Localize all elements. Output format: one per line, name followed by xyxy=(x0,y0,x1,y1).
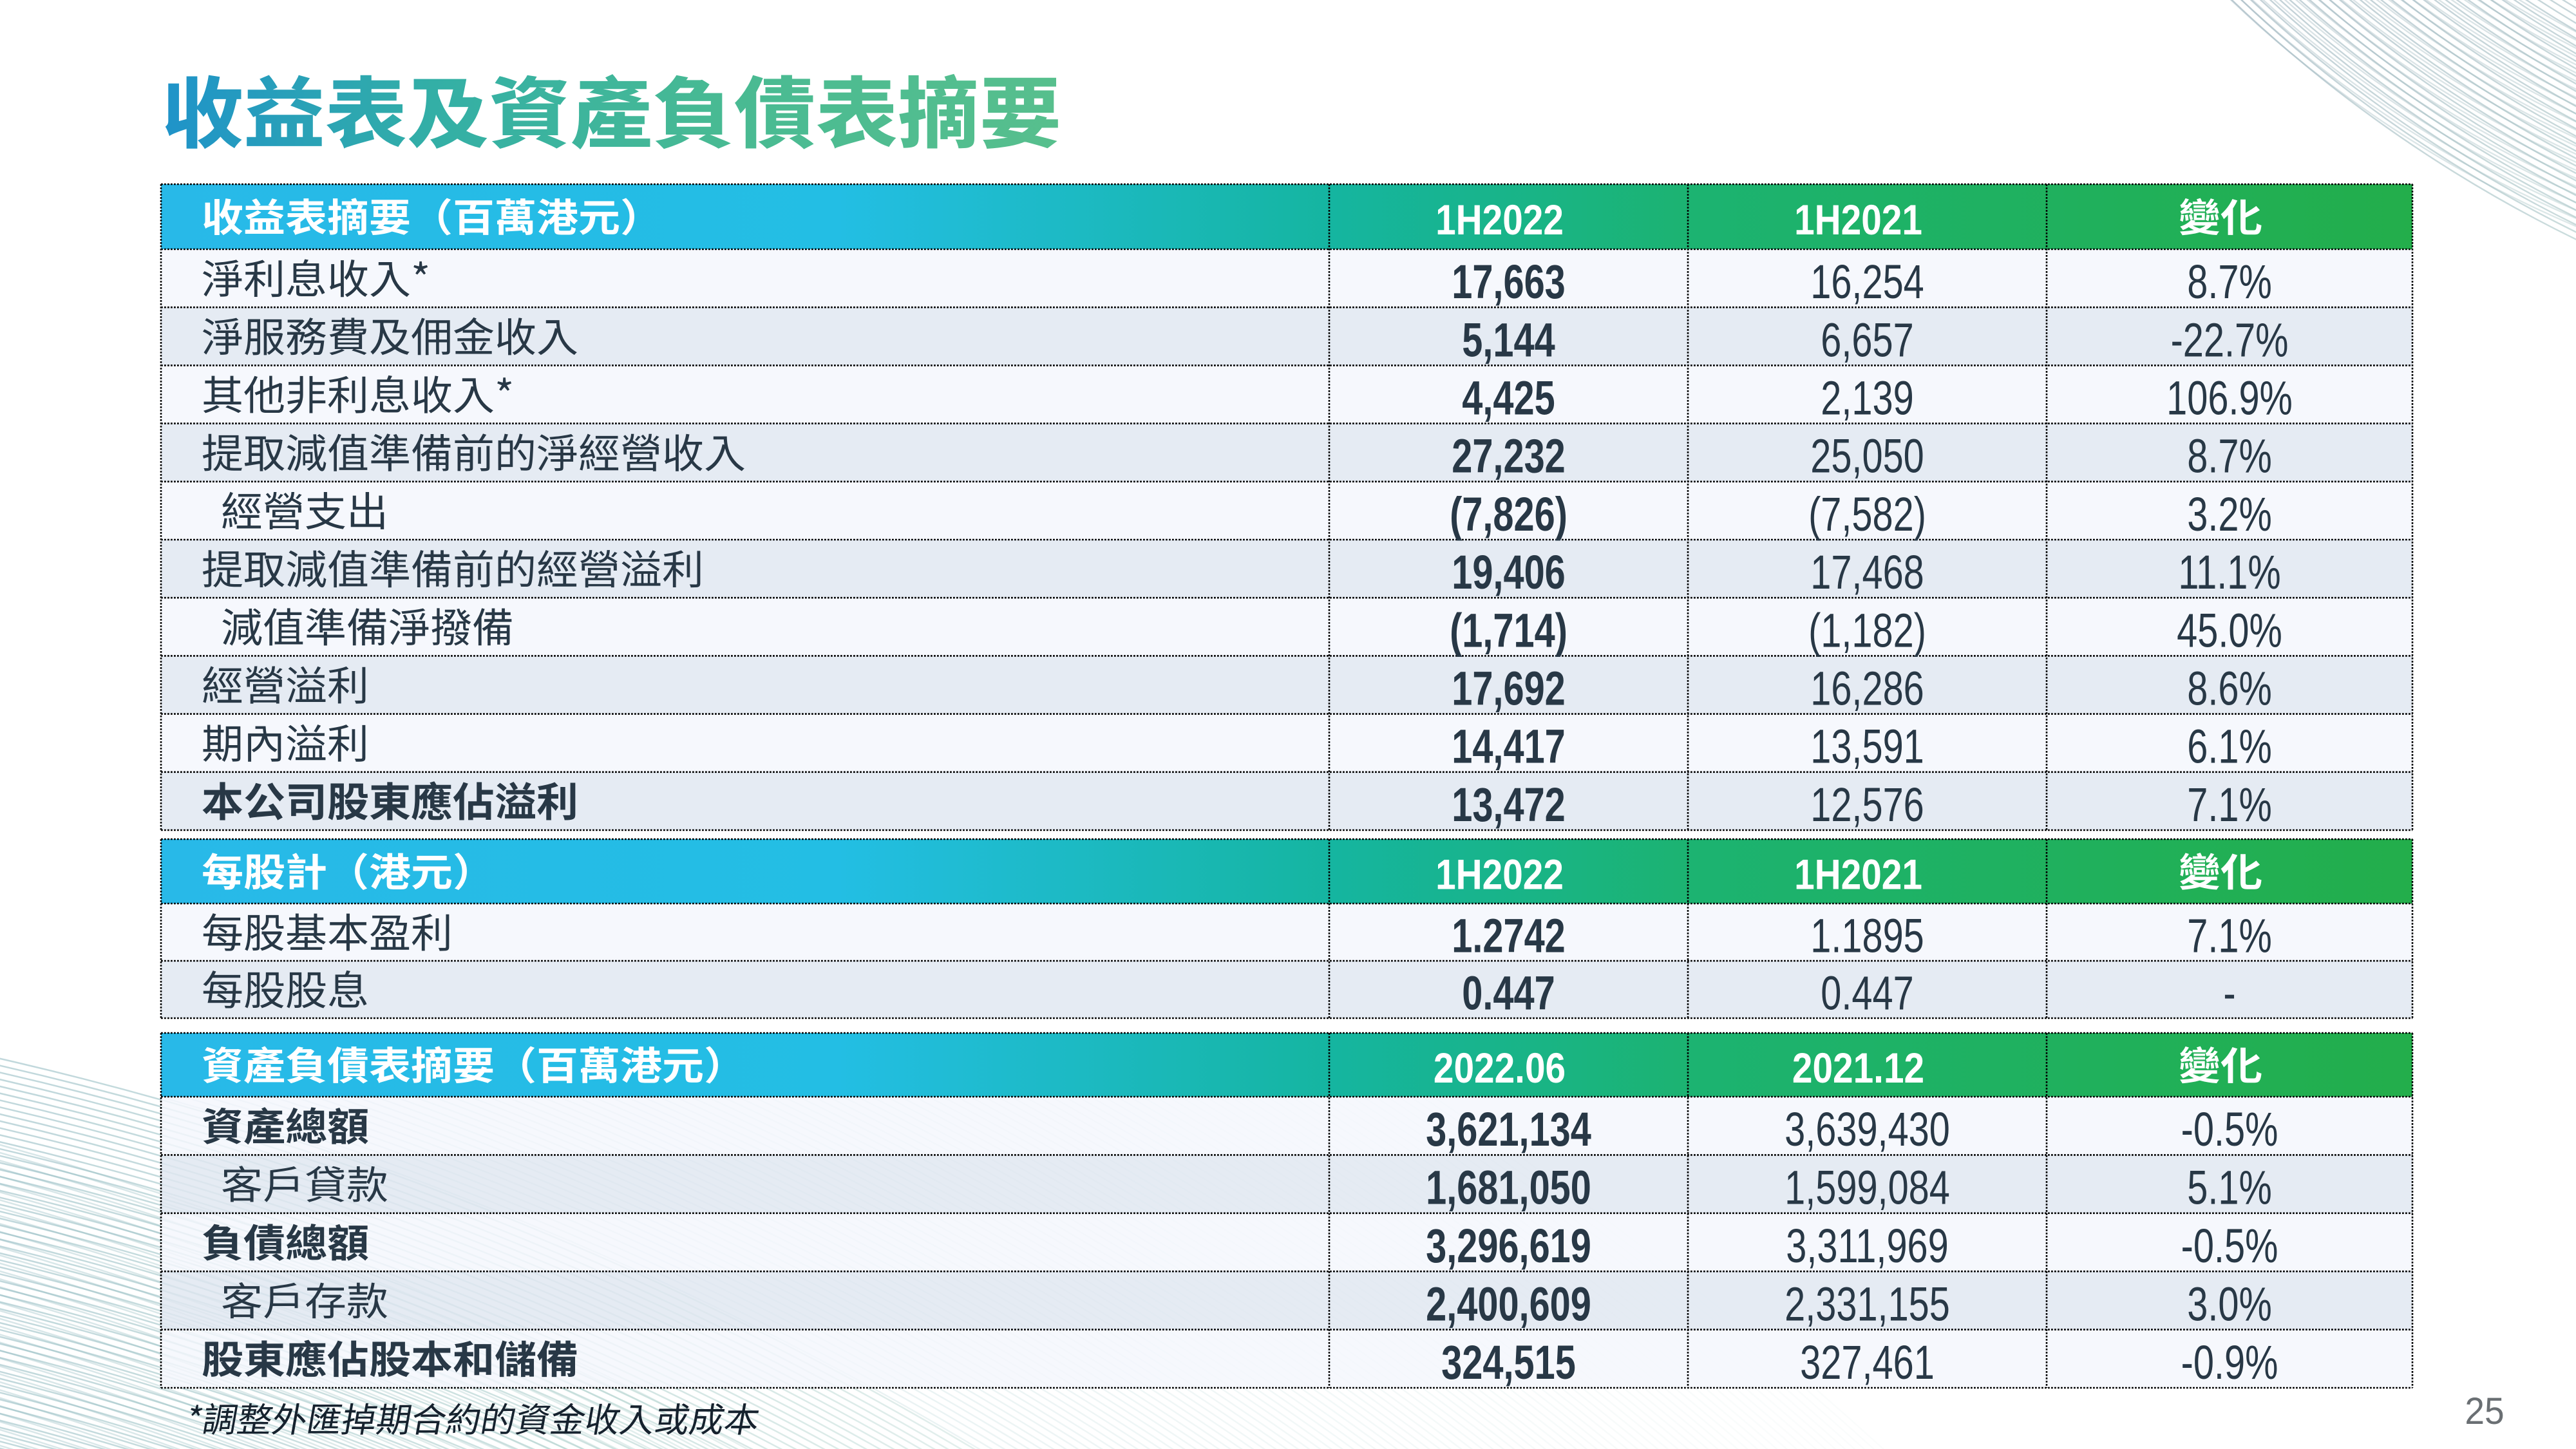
svg-text:3.0%: 3.0% xyxy=(2187,1278,2272,1332)
svg-text:327,461: 327,461 xyxy=(1800,1336,1935,1390)
svg-text:27,232: 27,232 xyxy=(1452,430,1566,484)
svg-text:1.2742: 1.2742 xyxy=(1452,910,1566,963)
svg-text:7.1%: 7.1% xyxy=(2187,779,2272,832)
svg-text:6,657: 6,657 xyxy=(1821,314,1913,368)
svg-text:324,515: 324,515 xyxy=(1441,1336,1576,1390)
svg-text:0.447: 0.447 xyxy=(1462,967,1555,1021)
svg-text:3,639,430: 3,639,430 xyxy=(1785,1103,1950,1157)
svg-text:1H2022: 1H2022 xyxy=(1435,851,1564,899)
svg-text:2,139: 2,139 xyxy=(1821,372,1913,426)
svg-text:17,663: 17,663 xyxy=(1452,256,1566,309)
svg-text:-0.5%: -0.5% xyxy=(2181,1103,2278,1157)
svg-text:1H2021: 1H2021 xyxy=(1794,851,1922,899)
svg-text:3,296,619: 3,296,619 xyxy=(1426,1220,1591,1273)
svg-text:(1,714): (1,714) xyxy=(1450,605,1567,658)
svg-text:1,599,084: 1,599,084 xyxy=(1785,1162,1950,1215)
svg-text:19,406: 19,406 xyxy=(1452,546,1566,600)
svg-text:25: 25 xyxy=(2465,1390,2504,1432)
svg-text:25,050: 25,050 xyxy=(1810,430,1924,484)
svg-text:17,468: 17,468 xyxy=(1810,546,1924,600)
svg-text:12,576: 12,576 xyxy=(1810,779,1924,832)
svg-text:16,254: 16,254 xyxy=(1810,256,1924,309)
svg-text:106.9%: 106.9% xyxy=(2166,372,2293,426)
svg-text:(7,826): (7,826) xyxy=(1450,488,1567,542)
svg-text:3,621,134: 3,621,134 xyxy=(1426,1103,1591,1157)
svg-text:2022.06: 2022.06 xyxy=(1434,1045,1566,1092)
svg-text:14,417: 14,417 xyxy=(1452,721,1566,774)
svg-text:7.1%: 7.1% xyxy=(2187,910,2272,963)
svg-text:17,692: 17,692 xyxy=(1452,663,1566,716)
svg-text:16,286: 16,286 xyxy=(1810,663,1924,716)
svg-text:5,144: 5,144 xyxy=(1462,314,1555,368)
svg-text:2021.12: 2021.12 xyxy=(1792,1045,1924,1092)
svg-text:0.447: 0.447 xyxy=(1821,967,1913,1021)
svg-text:11.1%: 11.1% xyxy=(2178,546,2280,600)
svg-text:45.0%: 45.0% xyxy=(2177,605,2282,658)
svg-text:2,331,155: 2,331,155 xyxy=(1785,1278,1950,1332)
svg-text:8.6%: 8.6% xyxy=(2187,663,2272,716)
svg-text:3.2%: 3.2% xyxy=(2187,488,2272,542)
svg-text:13,591: 13,591 xyxy=(1810,721,1924,774)
svg-text:(1,182): (1,182) xyxy=(1808,605,1926,658)
svg-text:-: - xyxy=(2223,967,2235,1021)
svg-text:2,400,609: 2,400,609 xyxy=(1426,1278,1591,1332)
svg-text:1H2022: 1H2022 xyxy=(1435,196,1564,244)
svg-text:1H2021: 1H2021 xyxy=(1794,196,1922,244)
svg-text:-0.9%: -0.9% xyxy=(2181,1336,2278,1390)
svg-text:-22.7%: -22.7% xyxy=(2171,314,2289,368)
svg-text:(7,582): (7,582) xyxy=(1808,488,1926,542)
svg-text:-0.5%: -0.5% xyxy=(2181,1220,2278,1273)
svg-text:5.1%: 5.1% xyxy=(2187,1162,2272,1215)
svg-text:3,311,969: 3,311,969 xyxy=(1786,1220,1948,1273)
svg-text:8.7%: 8.7% xyxy=(2187,430,2272,484)
svg-text:6.1%: 6.1% xyxy=(2187,721,2272,774)
svg-text:1,681,050: 1,681,050 xyxy=(1426,1162,1591,1215)
svg-text:1.1895: 1.1895 xyxy=(1810,910,1924,963)
svg-text:4,425: 4,425 xyxy=(1462,372,1555,426)
svg-text:8.7%: 8.7% xyxy=(2187,256,2272,309)
svg-text:13,472: 13,472 xyxy=(1452,779,1566,832)
